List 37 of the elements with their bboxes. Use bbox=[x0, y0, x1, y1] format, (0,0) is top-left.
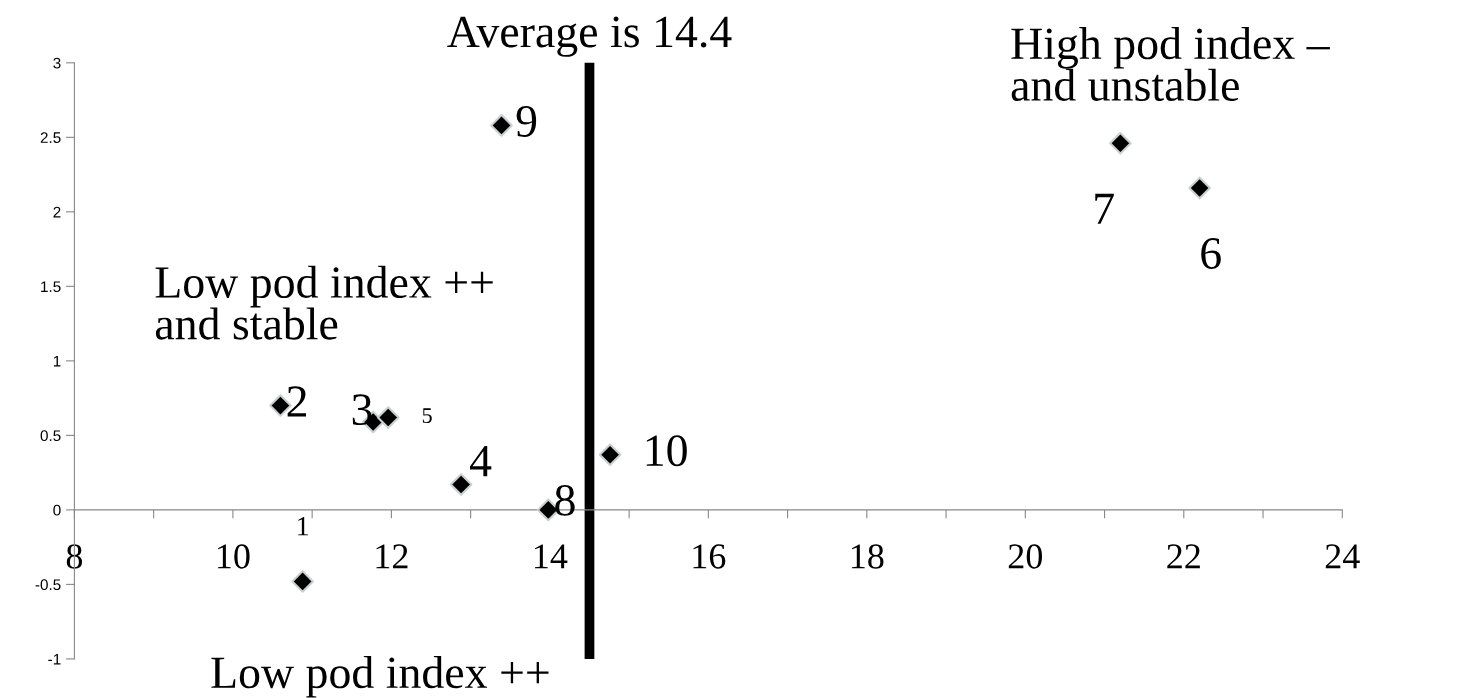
x-tick-label: 18 bbox=[851, 544, 884, 569]
x-tick-label: 12 bbox=[376, 544, 408, 569]
y-tick-label: 2 bbox=[53, 206, 61, 218]
y-tick-label: 1 bbox=[53, 355, 61, 367]
x-tick-label: 16 bbox=[693, 544, 726, 569]
point bbox=[1188, 176, 1211, 200]
x-tick-label: 10 bbox=[218, 544, 250, 569]
x-tick-label: 14 bbox=[534, 544, 568, 569]
annotation: Low pod index ++ and stable bbox=[155, 265, 493, 340]
annotation: 4 bbox=[469, 445, 492, 477]
annotation: 9 bbox=[516, 106, 537, 137]
x-tick-label: 20 bbox=[1008, 544, 1042, 569]
point bbox=[598, 443, 622, 467]
ref-line-label: Average is 14.4 bbox=[447, 16, 732, 57]
annotation: 8 bbox=[555, 484, 575, 516]
x-tick-label: 8 bbox=[66, 544, 83, 569]
point bbox=[490, 114, 513, 137]
annotation: 2 bbox=[287, 386, 307, 417]
x-tick-label: 24 bbox=[1325, 544, 1360, 569]
annotation: 10 bbox=[646, 435, 687, 467]
annotation: 5 bbox=[422, 408, 432, 424]
y-tick-label: 0 bbox=[53, 504, 61, 516]
y-tick-label: 1.5 bbox=[41, 281, 61, 293]
annotation: 6 bbox=[1201, 238, 1221, 269]
y-tick-label: -0.5 bbox=[35, 579, 61, 591]
y-tick-label: 0.5 bbox=[40, 430, 61, 442]
y-tick-label: 3 bbox=[53, 57, 61, 69]
point bbox=[1109, 131, 1132, 155]
y-tick-label: 2.5 bbox=[40, 132, 61, 144]
annotation: 1 bbox=[298, 516, 308, 536]
x-tick-label: 22 bbox=[1167, 544, 1200, 569]
annotation: Low pod index ++ bbox=[211, 656, 549, 698]
annotation: 7 bbox=[1095, 193, 1114, 224]
point bbox=[291, 570, 314, 593]
annotation: High pod index – and unstable bbox=[1011, 27, 1330, 101]
point bbox=[376, 406, 400, 429]
y-tick-label: -1 bbox=[48, 653, 61, 665]
